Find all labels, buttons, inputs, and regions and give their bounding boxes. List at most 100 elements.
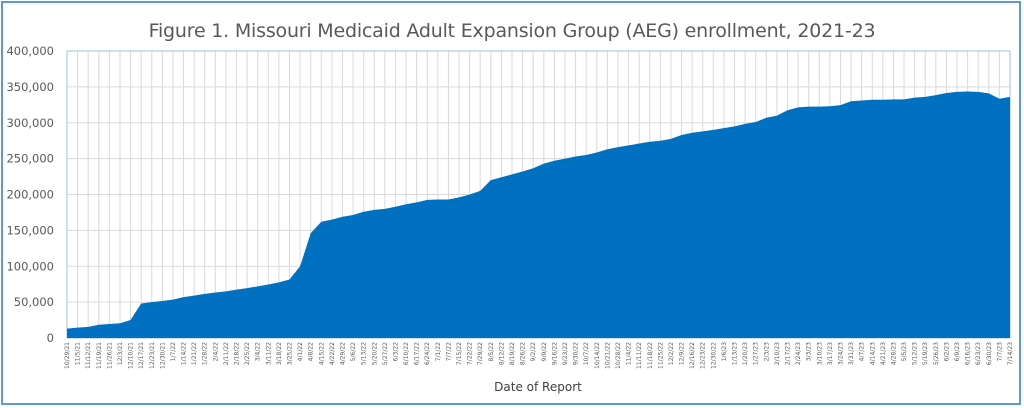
x-tick-label: 12/9/22	[679, 342, 686, 365]
x-tick-label: 3/3/23	[806, 342, 813, 361]
x-tick-label: 3/10/23	[816, 342, 823, 365]
x-tick-label: 6/30/23	[986, 342, 993, 365]
x-tick-label: 4/1/22	[297, 342, 304, 361]
x-tick-label: 12/17/21	[138, 342, 145, 369]
x-tick-label: 9/16/22	[551, 342, 558, 365]
x-tick-label: 10/29/21	[64, 342, 71, 369]
y-tick-label: 50,000	[14, 295, 54, 309]
y-tick-label: 100,000	[6, 259, 54, 273]
x-tick-label: 12/2/22	[668, 342, 675, 365]
x-tick-label: 5/6/22	[350, 342, 357, 361]
x-tick-label: 1/13/23	[732, 342, 739, 365]
chart-title: Figure 1. Missouri Medicaid Adult Expans…	[148, 20, 876, 42]
y-tick-label: 350,000	[6, 80, 54, 94]
y-axis-ticks: 0 50,000 100,000 150,000 200,000 250,000 300,0…	[6, 44, 54, 345]
x-tick-label: 9/9/22	[541, 342, 548, 361]
x-tick-label: 6/10/22	[403, 342, 410, 365]
x-tick-label: 4/21/23	[880, 342, 887, 365]
x-tick-label: 1/28/22	[202, 342, 209, 365]
y-tick-label: 200,000	[6, 188, 54, 202]
x-tick-label: 10/14/22	[594, 342, 601, 369]
x-axis-ticks: 10/29/21 11/5/21 11/12/21 11/19/21 11/26/21 1…	[64, 342, 1014, 369]
area-enrollment	[67, 91, 1010, 338]
x-tick-label: 5/20/22	[371, 342, 378, 365]
x-tick-label: 1/14/22	[181, 342, 188, 365]
x-tick-label: 12/23/22	[700, 342, 707, 369]
x-tick-label: 1/27/23	[753, 342, 760, 365]
x-tick-label: 10/28/22	[615, 342, 622, 369]
x-tick-label: 11/26/21	[106, 342, 113, 369]
x-tick-label: 11/19/21	[96, 342, 103, 369]
x-tick-label: 7/22/22	[467, 342, 474, 365]
x-tick-label: 12/23/21	[149, 342, 156, 369]
x-tick-label: 3/31/23	[848, 342, 855, 365]
x-tick-label: 2/3/23	[763, 342, 770, 361]
x-tick-label: 3/25/22	[287, 342, 294, 365]
x-tick-label: 11/11/22	[636, 342, 643, 369]
x-tick-label: 4/7/23	[859, 342, 866, 361]
x-tick-label: 11/4/22	[626, 342, 633, 365]
x-tick-label: 10/7/22	[583, 342, 590, 365]
x-tick-label: 1/6/23	[721, 342, 728, 361]
y-tick-label: 150,000	[6, 223, 54, 237]
x-tick-label: 2/24/23	[795, 342, 802, 365]
y-tick-label: 400,000	[6, 44, 54, 58]
x-tick-label: 8/5/22	[488, 342, 495, 361]
x-tick-label: 7/14/23	[1007, 342, 1014, 365]
x-tick-label: 7/15/22	[456, 342, 463, 365]
x-tick-label: 2/17/23	[784, 342, 791, 365]
x-tick-label: 8/19/22	[509, 342, 516, 365]
x-tick-label: 4/14/23	[869, 342, 876, 365]
x-tick-label: 12/10/21	[128, 342, 135, 369]
x-tick-label: 5/26/23	[933, 342, 940, 365]
x-tick-label: 5/12/23	[912, 342, 919, 365]
x-tick-label: 5/27/22	[382, 342, 389, 365]
x-axis-label: Date of Report	[494, 380, 582, 394]
x-tick-label: 11/5/21	[75, 342, 82, 365]
x-tick-label: 12/30/21	[159, 342, 166, 369]
x-tick-label: 2/11/22	[223, 342, 230, 365]
y-tick-label: 0	[47, 331, 54, 345]
x-tick-label: 5/19/23	[922, 342, 929, 365]
x-tick-label: 9/23/22	[562, 342, 569, 365]
x-tick-label: 3/4/22	[255, 342, 262, 361]
x-tick-label: 7/29/22	[477, 342, 484, 365]
y-tick-label: 300,000	[6, 116, 54, 130]
x-tick-label: 1/21/22	[191, 342, 198, 365]
x-tick-label: 6/16/23	[965, 342, 972, 365]
x-tick-label: 1/20/23	[742, 342, 749, 365]
x-tick-label: 9/2/22	[530, 342, 537, 361]
y-tick-label: 250,000	[6, 152, 54, 166]
x-tick-label: 6/17/22	[414, 342, 421, 365]
x-tick-label: 4/29/22	[339, 342, 346, 365]
x-tick-label: 4/28/23	[890, 342, 897, 365]
area-series	[66, 91, 1011, 338]
x-tick-label: 4/8/22	[308, 342, 315, 361]
x-tick-label: 12/16/22	[689, 342, 696, 369]
x-tick-label: 2/25/22	[244, 342, 251, 365]
x-tick-label: 1/7/22	[170, 342, 177, 361]
x-tick-label: 4/15/22	[318, 342, 325, 365]
x-tick-label: 7/1/22	[435, 342, 442, 361]
x-tick-label: 10/21/22	[604, 342, 611, 369]
x-tick-label: 5/5/23	[901, 342, 908, 361]
x-tick-label: 6/3/22	[392, 342, 399, 361]
x-tick-label: 11/25/22	[657, 342, 664, 369]
x-tick-label: 5/13/22	[361, 342, 368, 365]
x-tick-label: 12/3/21	[117, 342, 124, 365]
x-tick-label: 4/22/22	[329, 342, 336, 365]
x-tick-label: 11/12/21	[85, 342, 92, 369]
x-tick-label: 11/18/22	[647, 342, 654, 369]
x-tick-label: 6/2/23	[943, 342, 950, 361]
x-tick-label: 6/24/22	[424, 342, 431, 365]
x-tick-label: 7/7/23	[996, 342, 1003, 361]
x-tick-label: 6/9/23	[954, 342, 961, 361]
x-tick-label: 2/18/22	[234, 342, 241, 365]
x-tick-label: 7/7/22	[445, 342, 452, 361]
x-tick-label: 2/10/23	[774, 342, 781, 365]
x-tick-label: 8/26/22	[520, 342, 527, 365]
x-tick-label: 8/12/22	[498, 342, 505, 365]
x-tick-label: 3/11/22	[265, 342, 272, 365]
x-tick-label: 6/23/23	[975, 342, 982, 365]
